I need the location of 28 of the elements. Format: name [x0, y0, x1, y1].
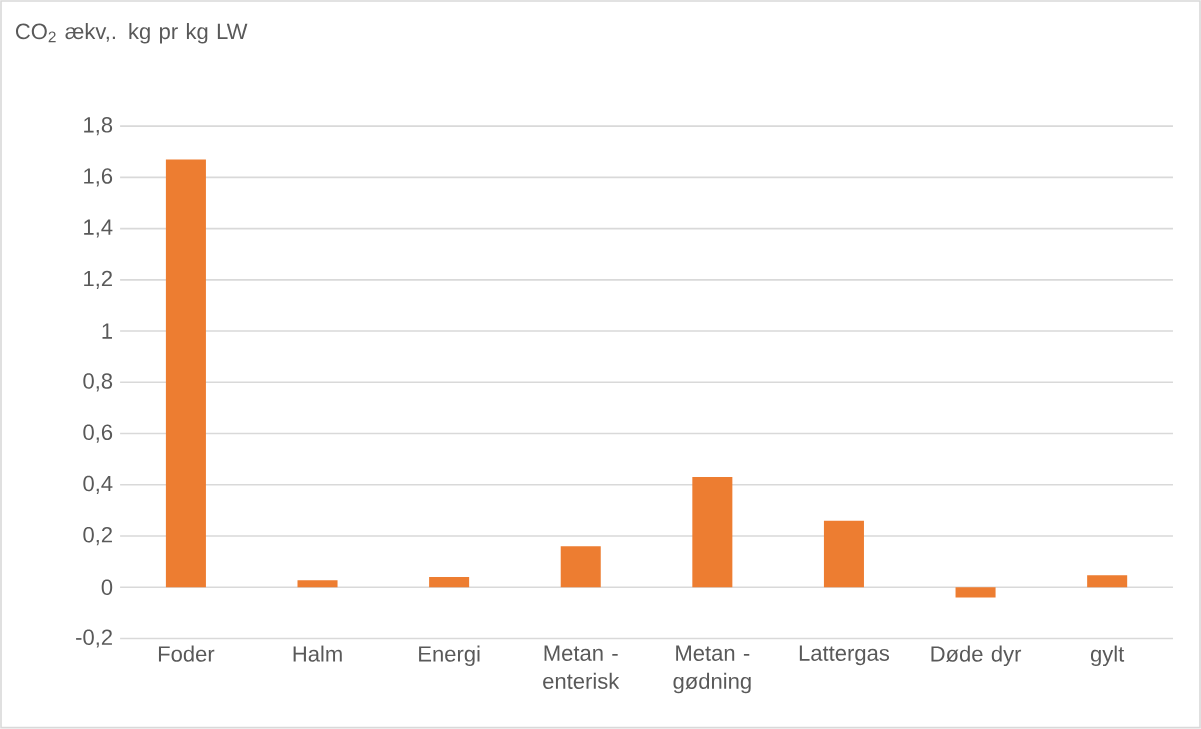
bar	[165, 159, 206, 588]
y-tick-label: 0	[101, 579, 113, 596]
x-tick-label: Lattergas	[799, 645, 890, 666]
y-tick-label: 1,6	[84, 168, 113, 187]
bar	[955, 587, 996, 598]
bar	[823, 520, 864, 588]
y-axis-title: CO$_{2}$ ækv,. kg pr kg LW	[15, 23, 248, 44]
x-tick-label: Metan - enterisk	[543, 645, 620, 690]
x-tick-label: Metan - gødning	[673, 645, 751, 694]
x-tick-label: Foder	[158, 645, 215, 662]
y-tick-label: 1,8	[84, 117, 113, 136]
y-tick-label: 0,4	[83, 475, 113, 495]
bar	[429, 577, 470, 588]
x-tick-label: Halm	[293, 645, 342, 662]
x-tick-label: Døde dyr	[931, 645, 1022, 667]
y-tick-label: 0,6	[83, 424, 113, 443]
bar	[297, 580, 338, 588]
x-tick-label: gylt	[1090, 645, 1125, 667]
y-tick-label: 1,2	[84, 270, 112, 290]
x-tick-label: Energi	[419, 645, 480, 667]
y-tick-label: -0,2	[76, 629, 112, 648]
bar	[692, 477, 733, 588]
y-tick-label: 0,8	[83, 373, 113, 392]
y-tick-label: 0,2	[83, 527, 112, 546]
y-tick-label: 1	[102, 323, 112, 339]
bar	[1087, 575, 1128, 588]
y-tick-label: 1,4	[84, 219, 113, 238]
bar	[560, 546, 601, 588]
